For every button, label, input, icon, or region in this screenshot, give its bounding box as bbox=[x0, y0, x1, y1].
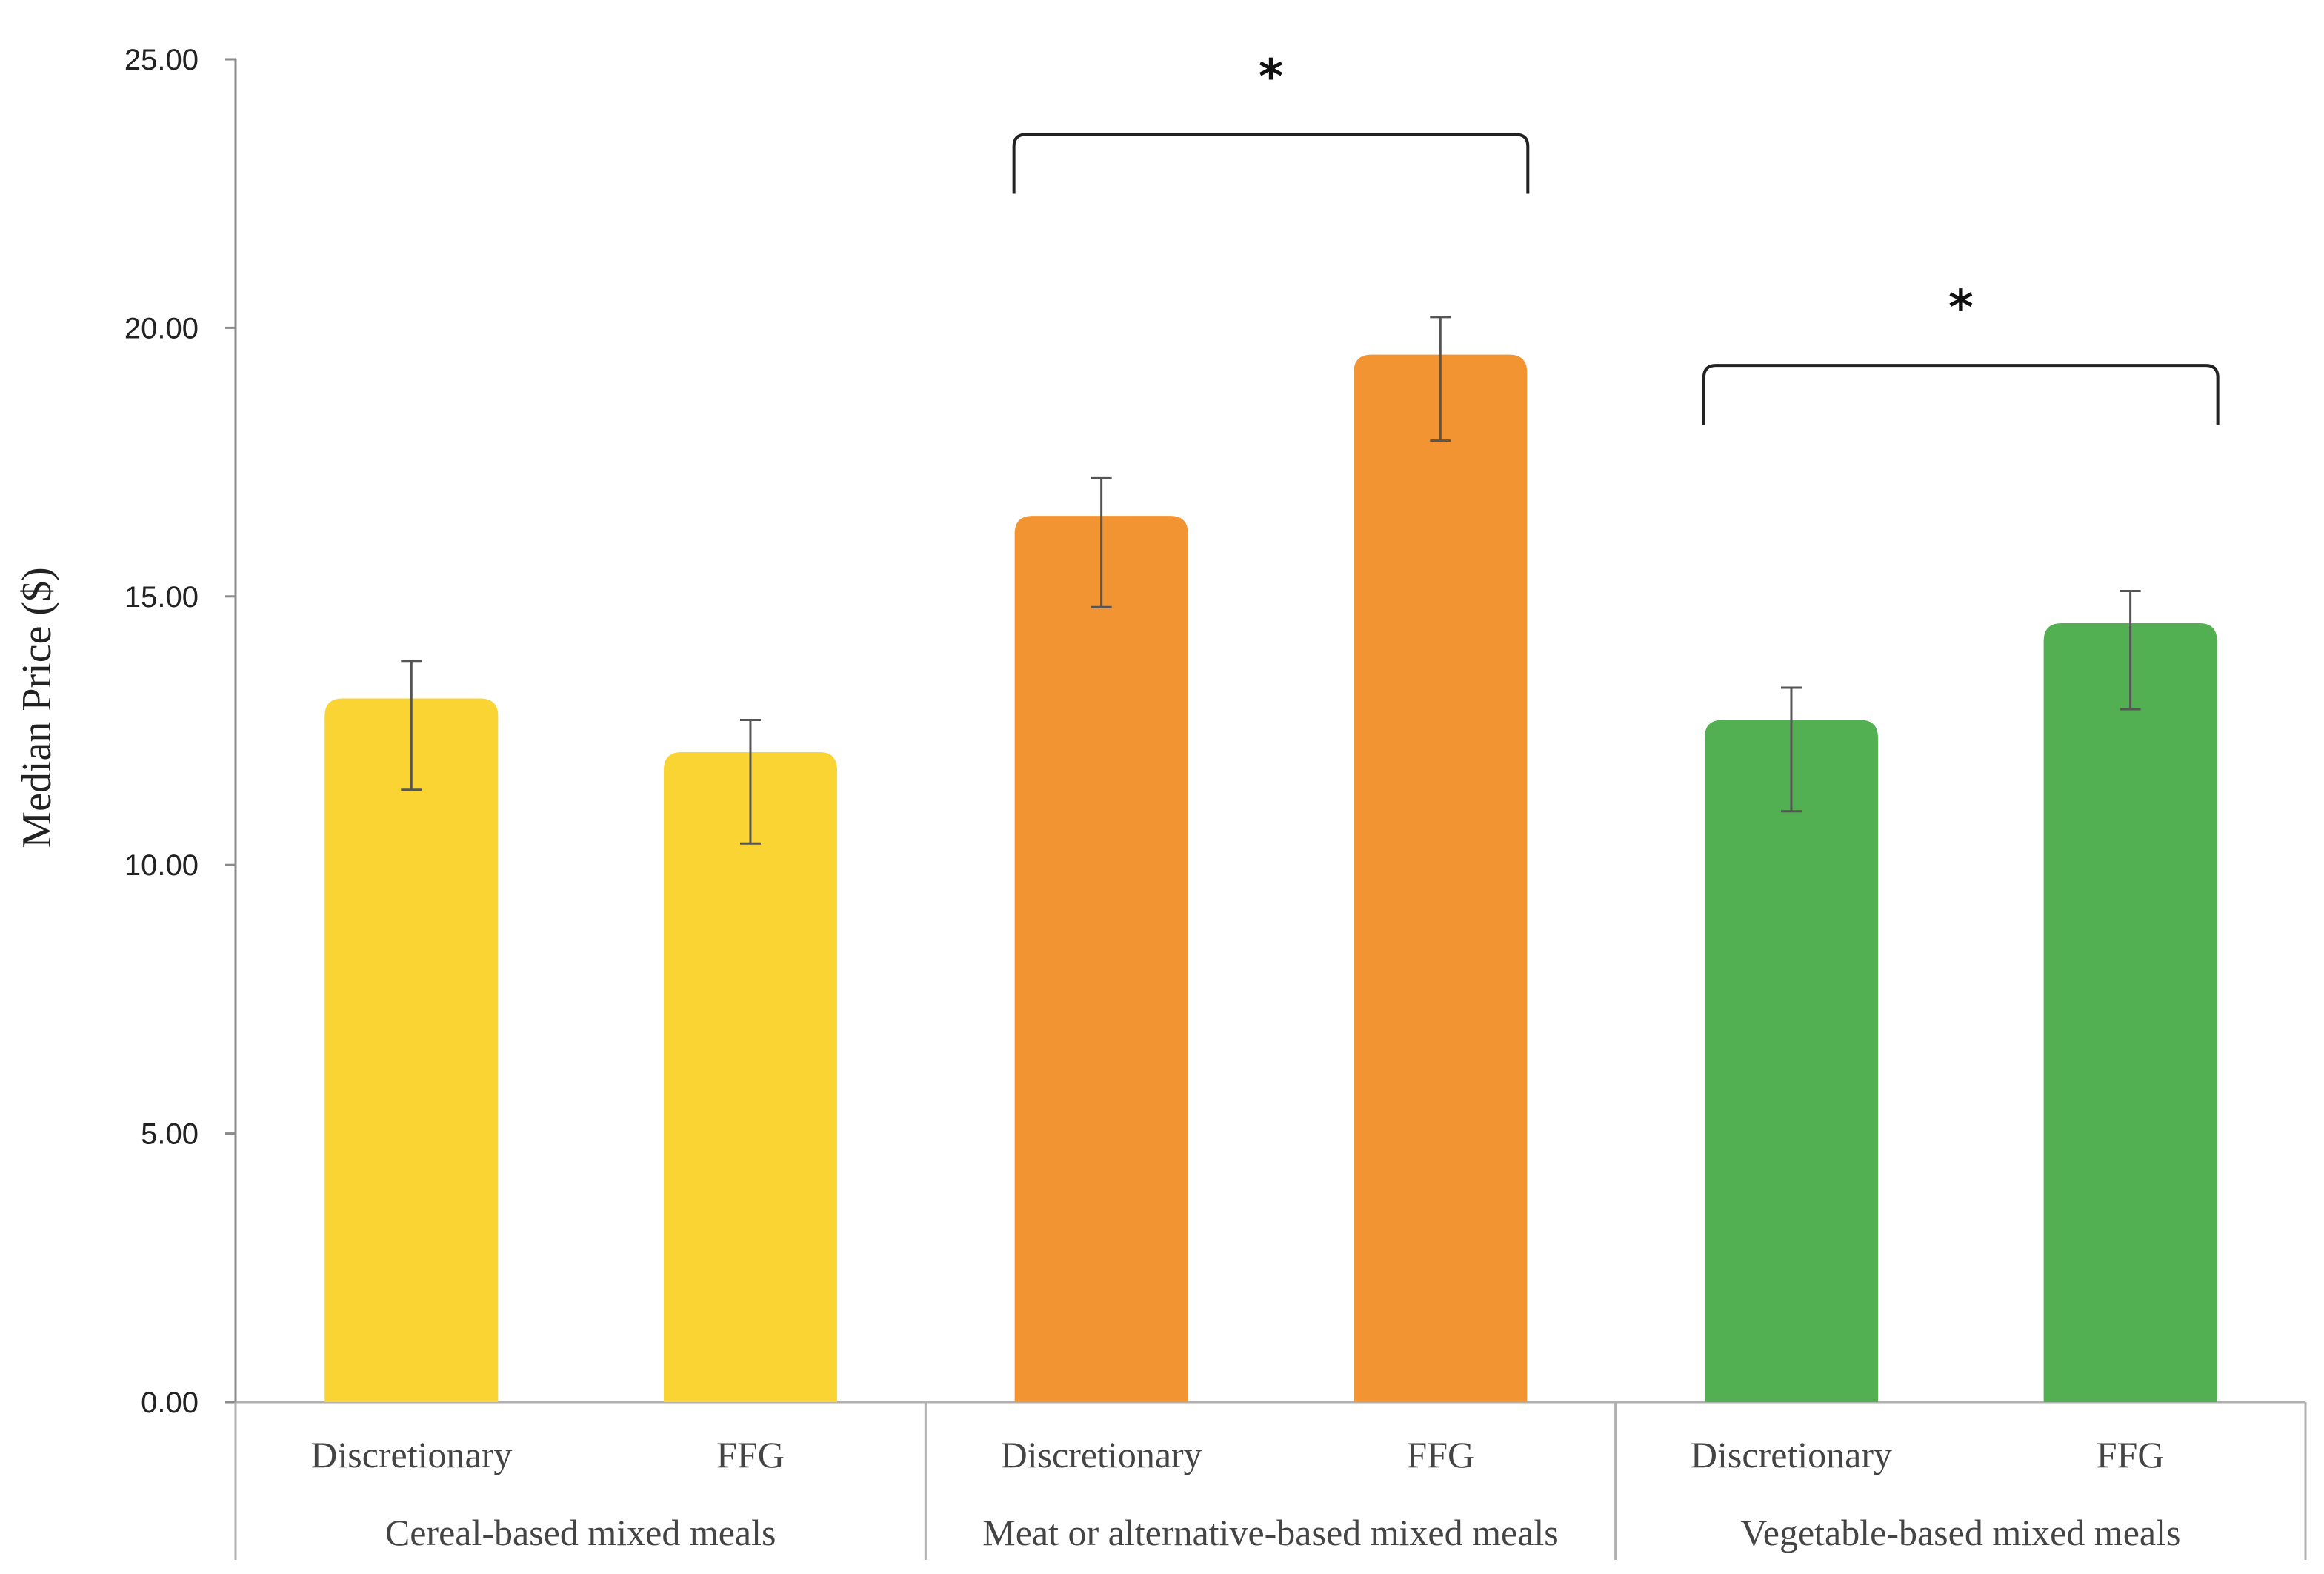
x-group-label: Cereal-based mixed meals bbox=[385, 1512, 776, 1553]
x-category-label: Discretionary bbox=[310, 1434, 512, 1475]
y-axis-label: Median Price ($) bbox=[14, 567, 60, 848]
bar bbox=[1704, 720, 1878, 1402]
y-tick-label: 5.00 bbox=[141, 1118, 199, 1151]
y-tick-label: 20.00 bbox=[124, 312, 199, 345]
x-category-label: FFG bbox=[716, 1434, 785, 1475]
x-group-label: Meat or alternative-based mixed meals bbox=[982, 1512, 1558, 1553]
x-category-label: FFG bbox=[1406, 1434, 1474, 1475]
x-category-label: Discretionary bbox=[1001, 1434, 1202, 1475]
significance-marker: * bbox=[1948, 281, 1973, 336]
bar bbox=[1354, 354, 1528, 1402]
y-tick-label: 15.00 bbox=[124, 581, 199, 614]
significance-bracket bbox=[1702, 364, 2220, 425]
chart-labels: 0.00 5.00 10.00 15.00 20.00 25.00 Discretionar… bbox=[124, 44, 2181, 1553]
chart-bars bbox=[324, 133, 2220, 1402]
bar bbox=[1014, 516, 1188, 1402]
y-tick-label: 0.00 bbox=[141, 1387, 199, 1419]
chart-axes bbox=[225, 58, 2307, 1560]
significance-marker: * bbox=[1259, 50, 1283, 104]
x-category-label: FFG bbox=[2097, 1434, 2165, 1475]
bar bbox=[324, 698, 499, 1402]
x-group-label: Vegetable-based mixed meals bbox=[1740, 1512, 2180, 1553]
y-tick-label: 10.00 bbox=[124, 849, 199, 882]
x-category-label: Discretionary bbox=[1691, 1434, 1892, 1475]
y-tick-label: 25.00 bbox=[124, 44, 199, 76]
significance-bracket bbox=[1012, 133, 1530, 194]
bar bbox=[2043, 623, 2217, 1402]
bar bbox=[663, 751, 837, 1402]
